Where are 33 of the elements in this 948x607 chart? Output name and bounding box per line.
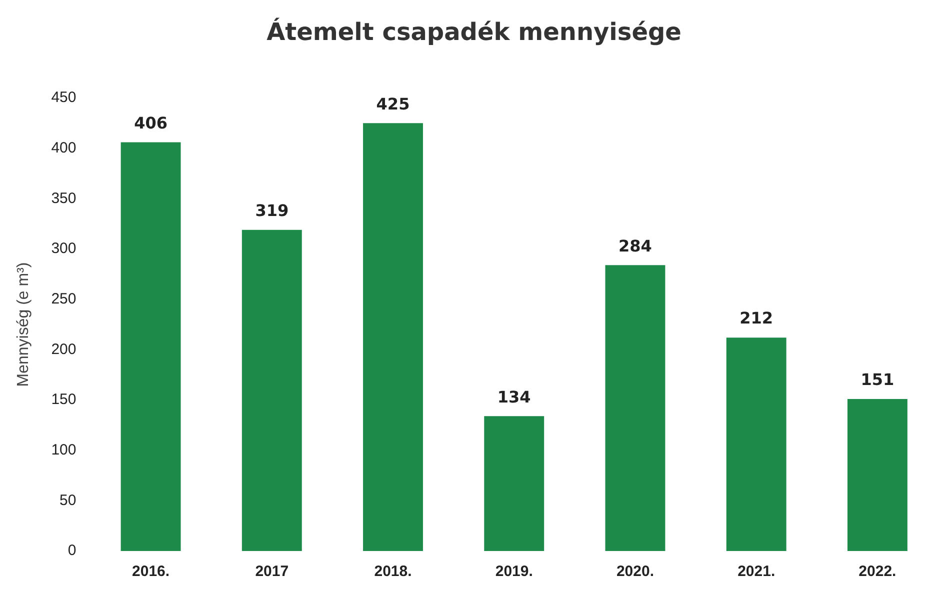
- bar: [120, 142, 181, 551]
- x-tick-label: 2020.: [616, 563, 654, 580]
- data-label: 425: [376, 94, 410, 114]
- y-tick-label: 450: [51, 89, 76, 106]
- bar: [605, 265, 666, 551]
- x-tick-label: 2021.: [738, 563, 776, 580]
- y-tick-label: 250: [51, 290, 76, 308]
- y-tick-label: 200: [51, 340, 76, 358]
- data-label: 284: [618, 236, 652, 256]
- bar: [484, 416, 544, 551]
- data-label: 406: [134, 113, 168, 132]
- y-tick-label: 350: [51, 190, 76, 207]
- x-tick-label: 2022.: [858, 563, 896, 580]
- y-tick-label: 100: [51, 441, 76, 458]
- chart-title: Átemelt csapadék mennyisége: [266, 16, 682, 48]
- bar: [726, 338, 786, 551]
- y-tick-label: 400: [51, 139, 76, 156]
- data-label: 319: [255, 201, 289, 220]
- data-label: 212: [740, 308, 774, 328]
- x-tick-label: 2016.: [132, 563, 170, 580]
- y-tick-label: 50: [60, 492, 76, 509]
- y-tick-label: 0: [68, 542, 76, 560]
- y-tick-label: 300: [51, 240, 76, 258]
- x-tick-label: 2018.: [374, 563, 412, 580]
- x-tick-label: 2017: [255, 563, 289, 580]
- bar: [847, 398, 908, 551]
- y-axis-title: Mennyiség (e m³): [15, 262, 32, 387]
- data-label: 151: [860, 370, 894, 390]
- y-tick-label: 150: [51, 391, 76, 408]
- bar: [363, 123, 423, 551]
- bar: [242, 230, 302, 551]
- data-label: 134: [497, 387, 531, 406]
- x-tick-label: 2019.: [495, 563, 533, 580]
